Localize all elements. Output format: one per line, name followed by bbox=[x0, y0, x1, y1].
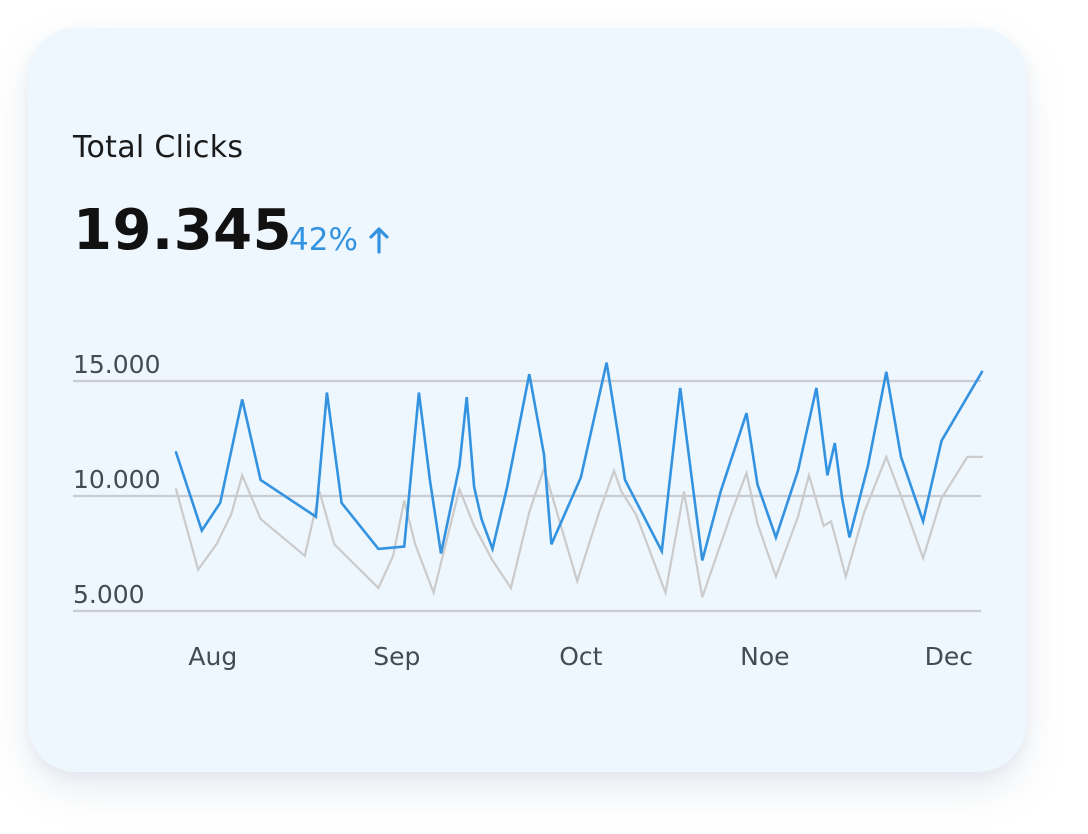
arrow-up-icon bbox=[369, 227, 389, 254]
card-title: Total Clicks bbox=[73, 130, 244, 165]
series-line-0 bbox=[174, 362, 984, 561]
change-indicator: 42% bbox=[289, 220, 390, 260]
y-tick-label-2: 5.000 bbox=[73, 580, 145, 609]
total-clicks-card: Total Clicks 19.345 42% bbox=[28, 28, 1026, 772]
y-tick-label-1: 10.000 bbox=[73, 465, 160, 494]
x-tick-label-3: Noe bbox=[740, 642, 789, 671]
change-percent: 42% bbox=[289, 222, 358, 258]
x-tick-label-2: Oct bbox=[559, 642, 602, 671]
x-tick-label-4: Dec bbox=[925, 642, 973, 671]
x-tick-label-1: Sep bbox=[373, 642, 420, 671]
y-tick-label-0: 15.000 bbox=[73, 350, 160, 379]
x-tick-label-0: Aug bbox=[188, 642, 237, 671]
series-line-1 bbox=[174, 453, 984, 598]
total-clicks-value: 19.345 bbox=[73, 198, 293, 263]
